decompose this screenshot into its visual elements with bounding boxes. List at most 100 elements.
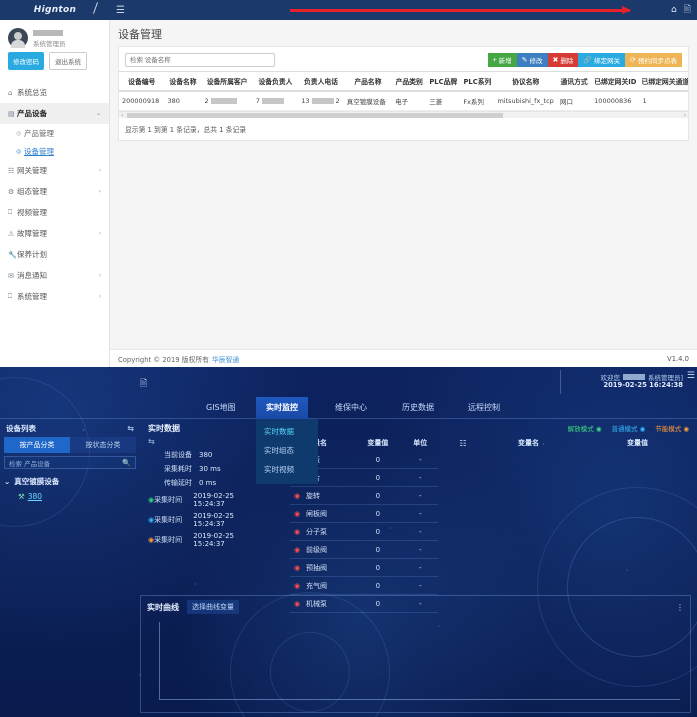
column-header[interactable]: 协议名称 bbox=[494, 71, 558, 92]
add-button[interactable]: + 新增 bbox=[487, 53, 517, 67]
sidebar-item-system[interactable]: ⎕ 系统管理 ‹ bbox=[0, 286, 109, 307]
tab-group-by-status[interactable]: 按状态分类 bbox=[70, 437, 136, 453]
sidebar-item-gateway[interactable]: ☷ 网关管理 ‹ bbox=[0, 160, 109, 181]
close-icon: ✖ bbox=[552, 56, 559, 64]
variable-value: 0 bbox=[353, 468, 403, 487]
sidebar-item-config[interactable]: ⚙ 组态管理 ‹ bbox=[0, 181, 109, 202]
column-header[interactable]: PLC品牌 bbox=[426, 71, 461, 92]
mode-toggle-relief[interactable]: 解放模式 ◉ bbox=[568, 423, 602, 433]
column-header[interactable]: 设备负责人 bbox=[252, 71, 299, 92]
column-header[interactable]: 设备所属客户 bbox=[201, 71, 253, 92]
variable-row[interactable]: ◉ 充气阀 0- bbox=[290, 576, 438, 595]
variable-row[interactable]: ◉ 预抽阀 0- bbox=[290, 558, 438, 577]
grid-icon[interactable]: ☷ bbox=[459, 438, 467, 448]
edit-button[interactable]: ✎ 修改 bbox=[516, 53, 548, 67]
menu-item-realtime-data[interactable]: 实时数据 bbox=[264, 427, 294, 436]
scroll-left-icon[interactable]: ‹ bbox=[121, 112, 124, 119]
mode-toggle-normal[interactable]: 普通模式 ◉ bbox=[612, 423, 646, 433]
search-icon[interactable]: 🔍 bbox=[122, 458, 131, 467]
tab-realtime-monitor[interactable]: 实时监控 bbox=[256, 397, 308, 419]
alarm-icon[interactable]: ◉ bbox=[290, 558, 304, 577]
alarm-icon[interactable]: ◉ bbox=[290, 576, 304, 595]
tab-group-by-product[interactable]: 按产品分类 bbox=[4, 437, 70, 453]
sidebar-item-maintenance[interactable]: 🔧 保养计划 bbox=[0, 244, 109, 265]
sidebar-subitem-device-mgmt[interactable]: ◎ 设备管理 bbox=[0, 142, 109, 160]
document-icon[interactable]: 🖹 bbox=[140, 379, 148, 389]
column-header[interactable]: 设备名称 bbox=[164, 71, 202, 92]
cell-plc-series: Fx系列 bbox=[460, 91, 495, 111]
sidebar-item-overview[interactable]: ⌂ 系统总览 bbox=[0, 82, 109, 103]
logout-button[interactable]: 退出系统 bbox=[49, 52, 87, 70]
button-label: 修改 bbox=[529, 58, 543, 65]
column-header[interactable]: 负责人电话 bbox=[298, 71, 344, 92]
document-icon[interactable]: 🖹 bbox=[683, 5, 691, 15]
tab-history-data[interactable]: 历史数据 bbox=[402, 403, 434, 412]
copyright-text: Copyright © 2019 版权所有 bbox=[118, 355, 209, 364]
column-header[interactable]: 已绑定网关通道 bbox=[639, 71, 688, 92]
info-row: 当前设备 380 bbox=[148, 450, 258, 460]
column-header[interactable]: 设备编号 bbox=[119, 71, 165, 92]
menu-icon[interactable]: ☰ bbox=[686, 371, 695, 381]
table-row[interactable]: 200000918 380 2 7 13 2 真空镀膜设备 电子 三菱 Fx系列 … bbox=[119, 91, 688, 111]
column-header: 变量名 bbox=[518, 439, 539, 447]
select-curve-variable-button[interactable]: 选择曲线变量 bbox=[187, 600, 239, 614]
sidebar-item-video[interactable]: ⎕ 视频管理 bbox=[0, 202, 109, 223]
tree-group-node[interactable]: ⌄ 真空镀膜设备 bbox=[4, 476, 136, 487]
home-icon[interactable]: ⌂ bbox=[671, 5, 677, 15]
variable-row[interactable]: ◉ 机械泵 0- bbox=[290, 594, 438, 613]
tab-remote-control[interactable]: 远程控制 bbox=[468, 403, 500, 412]
timestamp-label: 采集时间 bbox=[154, 536, 183, 544]
column-header: 单位 bbox=[413, 439, 428, 447]
scrollbar-thumb[interactable] bbox=[127, 113, 503, 118]
menu-item-realtime-config[interactable]: 实时组态 bbox=[264, 446, 294, 455]
variable-value: 0 bbox=[353, 576, 403, 595]
timestamp-row: ◉ 采集时间 2019-02-25 15:24:37 bbox=[148, 532, 258, 548]
alarm-icon[interactable]: ◉ bbox=[290, 540, 304, 559]
alarm-icon[interactable]: ◉ bbox=[290, 486, 304, 505]
device-search-input[interactable]: 检索 产品设备 🔍 bbox=[4, 456, 136, 469]
variable-unit: - bbox=[402, 451, 438, 469]
cell-device-no: 200000918 bbox=[119, 91, 165, 111]
alarm-icon[interactable]: ◉ bbox=[290, 504, 304, 523]
variable-value: 0 bbox=[353, 558, 403, 577]
tab-gis-map[interactable]: GIS地图 bbox=[206, 403, 236, 412]
monitor-icon: ⎕ bbox=[8, 208, 13, 216]
company-link[interactable]: 华辰智通 bbox=[211, 355, 240, 364]
sync-point-table-button[interactable]: ⟳ 预约同步点表 bbox=[625, 53, 682, 67]
alert-icon: ⚠ bbox=[8, 229, 15, 238]
variable-unit: - bbox=[402, 558, 438, 577]
toggle-panel-icon[interactable]: ⇆ bbox=[127, 424, 134, 433]
sidebar-item-messages[interactable]: ✉ 消息通知 ‹ bbox=[0, 265, 109, 286]
alarm-icon[interactable]: ◉ bbox=[290, 522, 304, 541]
search-input[interactable] bbox=[125, 53, 275, 67]
delete-button[interactable]: ✖ 删除 bbox=[547, 53, 579, 67]
menu-item-realtime-video[interactable]: 实时视频 bbox=[264, 465, 294, 474]
swap-icon[interactable]: ⇆ bbox=[148, 437, 155, 446]
column-header[interactable]: 通讯方式 bbox=[557, 71, 592, 92]
column-header[interactable]: 产品类别 bbox=[392, 71, 427, 92]
variable-row[interactable]: ◉ 前级阀 0- bbox=[290, 540, 438, 559]
button-label: 新增 bbox=[498, 58, 512, 65]
column-header[interactable]: 已绑定网关ID bbox=[591, 71, 640, 92]
variable-row[interactable]: ◉ 闸板阀 0- bbox=[290, 504, 438, 523]
column-header[interactable]: 产品名称 bbox=[343, 71, 393, 92]
bind-gateway-button[interactable]: 🔗 绑定网关 bbox=[578, 53, 626, 67]
variable-row[interactable]: ◉ 旋转 0- bbox=[290, 486, 438, 505]
alarm-icon[interactable]: ◉ bbox=[290, 594, 304, 613]
expand-icon[interactable]: ⋮ bbox=[676, 602, 684, 612]
column-header[interactable]: PLC系列 bbox=[460, 71, 495, 92]
mode-label: 普通模式 bbox=[611, 425, 638, 433]
variable-row[interactable]: ◉ 分子泵 0- bbox=[290, 522, 438, 541]
horizontal-scrollbar[interactable]: ‹ › bbox=[119, 111, 688, 119]
mode-toggle-energy-saving[interactable]: 节能模式 ◉ bbox=[655, 423, 689, 433]
scroll-right-icon[interactable]: › bbox=[683, 112, 686, 119]
hamburger-icon[interactable]: ☰ bbox=[116, 4, 125, 16]
variable-name: 预抽阀 bbox=[304, 558, 354, 577]
sidebar-subitem-product-mgmt[interactable]: ◎ 产品管理 bbox=[0, 124, 109, 142]
sidebar-item-fault[interactable]: ⚠ 故障管理 ‹ bbox=[0, 223, 109, 244]
radio-icon: ◉ bbox=[595, 425, 602, 433]
tab-maintenance-center[interactable]: 维保中心 bbox=[335, 403, 367, 412]
tree-leaf-node[interactable]: ⚒ 380 bbox=[4, 492, 136, 501]
sidebar-item-products[interactable]: ▤ 产品设备 ⌄ bbox=[0, 103, 109, 124]
change-password-button[interactable]: 修改密码 bbox=[8, 52, 44, 70]
